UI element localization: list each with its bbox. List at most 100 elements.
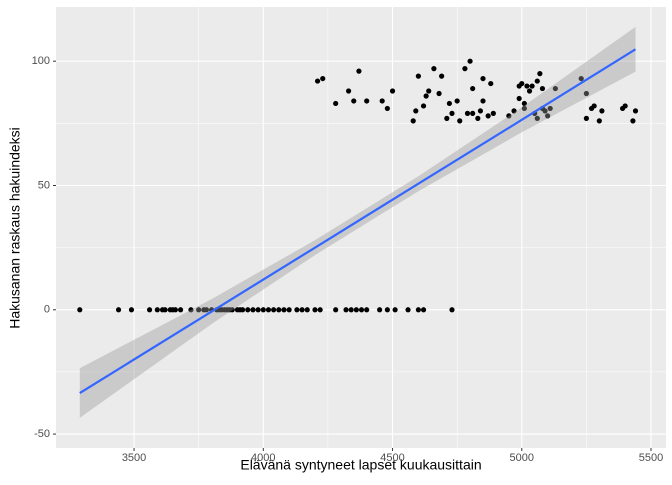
point	[539, 85, 546, 92]
point	[439, 73, 445, 79]
point	[320, 75, 326, 82]
point	[470, 85, 476, 92]
point	[343, 307, 349, 313]
point	[591, 103, 597, 109]
point	[470, 110, 476, 116]
point	[364, 98, 370, 104]
point	[317, 307, 323, 313]
y-tick-label: 0	[44, 304, 50, 316]
point	[519, 80, 525, 87]
point	[537, 71, 543, 77]
point	[392, 307, 398, 313]
point	[286, 307, 292, 313]
point	[446, 100, 452, 107]
point	[552, 85, 558, 92]
point	[506, 113, 512, 119]
point	[351, 98, 357, 104]
point	[449, 110, 455, 116]
point	[265, 307, 272, 313]
point	[480, 98, 486, 104]
point	[516, 95, 522, 102]
panel	[56, 7, 666, 448]
point	[534, 115, 540, 121]
point	[294, 307, 300, 313]
point	[420, 103, 427, 109]
point	[526, 88, 533, 94]
point	[196, 307, 202, 313]
point	[578, 75, 584, 82]
x-axis-title: Elävänä syntyneet lapset kuukausittain	[240, 457, 481, 473]
point	[480, 75, 486, 82]
point	[467, 58, 473, 64]
point	[314, 78, 321, 84]
point	[271, 307, 277, 313]
point	[260, 307, 266, 313]
point	[177, 307, 184, 313]
fit-line	[79, 48, 637, 394]
point	[410, 118, 416, 124]
point	[524, 83, 530, 89]
point	[276, 307, 282, 313]
point	[240, 307, 246, 313]
point	[413, 108, 419, 114]
point	[454, 98, 460, 104]
point	[364, 307, 370, 313]
point	[545, 113, 551, 119]
point	[423, 93, 429, 99]
point	[172, 307, 179, 313]
point	[299, 307, 305, 313]
point	[245, 307, 251, 313]
point	[475, 115, 481, 121]
y-axis-title: Hakusanan raskaus hakuindeksi	[7, 127, 23, 329]
point	[203, 307, 210, 313]
point	[529, 83, 535, 89]
point	[250, 307, 256, 313]
point	[146, 307, 153, 313]
point	[333, 100, 339, 107]
y-tick-label: 50	[38, 179, 50, 191]
point	[599, 108, 605, 114]
point	[622, 103, 628, 109]
point	[415, 73, 421, 79]
point	[632, 108, 639, 114]
x-tick-label: 5000	[510, 452, 534, 464]
point	[384, 105, 390, 112]
x-tick-label: 3500	[122, 452, 146, 464]
point	[436, 90, 442, 97]
point	[534, 78, 540, 84]
point	[444, 115, 450, 121]
point	[281, 307, 287, 313]
point	[377, 307, 383, 313]
x-tick-label: 5500	[639, 452, 663, 464]
point	[353, 307, 359, 313]
point	[115, 307, 122, 313]
point	[490, 110, 496, 116]
y-tick-label: -50	[34, 428, 50, 440]
point	[128, 307, 135, 313]
point	[485, 113, 491, 119]
point	[521, 105, 527, 112]
point	[521, 100, 527, 107]
point	[596, 118, 602, 124]
point	[345, 88, 352, 94]
point	[356, 68, 362, 74]
point	[405, 307, 411, 313]
point	[304, 307, 310, 313]
point	[229, 307, 235, 313]
point	[188, 307, 194, 313]
point	[426, 88, 432, 94]
point	[457, 118, 463, 124]
x-tick-label: 4000	[251, 452, 275, 464]
point	[477, 108, 484, 114]
point	[379, 98, 385, 104]
point	[431, 66, 437, 72]
point	[542, 108, 548, 114]
point	[547, 105, 553, 112]
point	[389, 88, 396, 94]
point	[420, 307, 427, 313]
point	[462, 66, 468, 72]
y-tick-label: 100	[32, 55, 50, 67]
point	[511, 108, 517, 114]
point	[77, 307, 83, 313]
